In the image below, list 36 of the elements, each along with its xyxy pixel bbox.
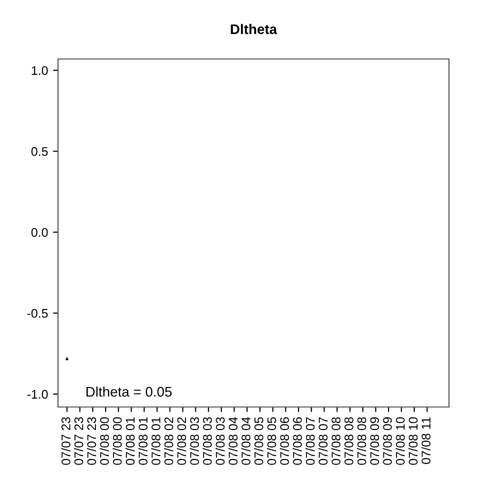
x-tick-label: 07/08 03: [202, 417, 212, 465]
x-tick-label: 07/07 23: [86, 417, 96, 465]
x-tick-label: 07/08 08: [344, 417, 354, 465]
x-tick-label: 07/08 08: [357, 417, 366, 465]
y-tick-label: 0.0: [31, 228, 48, 237]
x-tick-label: 07/08 00: [112, 417, 122, 465]
y-tick-label: -0.5: [27, 308, 48, 318]
x-tick-label: 07/08 05: [254, 417, 264, 465]
y-tick-label: 0.5: [31, 147, 48, 156]
x-tick-label: 07/08 01: [151, 417, 160, 465]
x-tick-label: 07/08 10: [408, 417, 418, 465]
x-tick-label: 07/08 01: [125, 417, 135, 465]
x-tick-label: 07/08 06: [292, 417, 302, 465]
x-tick-label: 07/08 07: [306, 417, 315, 465]
x-tick-label: 07/08 03: [190, 417, 199, 465]
annotation: Dltheta = 0.05: [86, 386, 172, 397]
x-tick-label: 07/08 08: [331, 417, 340, 465]
x-tick-label: 07/08 04: [228, 417, 238, 465]
chart-title: Dltheta: [230, 24, 278, 34]
x-tick-label: 07/08 02: [164, 417, 174, 465]
x-tick-label: 07/08 05: [266, 417, 276, 465]
x-tick-label: 07/08 07: [318, 417, 328, 465]
x-tick-label: 07/08 09: [382, 417, 392, 465]
x-tick-label: 07/08 11: [421, 417, 430, 464]
x-tick-label: 07/08 09: [370, 417, 380, 465]
x-tick-label: 07/08 00: [100, 417, 109, 465]
x-tick-label: 07/08 01: [138, 417, 148, 465]
x-tick-label: 07/08 06: [280, 417, 290, 465]
y-tick-label: -1.0: [27, 390, 48, 399]
x-tick-label: 07/07 23: [74, 417, 84, 465]
x-tick-label: 07/08 03: [216, 417, 225, 465]
x-tick-label: 07/08 02: [176, 417, 186, 465]
x-tick-label: 07/08 04: [241, 417, 250, 465]
x-tick-label: 07/08 10: [396, 417, 405, 465]
y-tick-label: 1.0: [32, 66, 48, 75]
x-tick-label: 07/07 23: [61, 417, 70, 465]
